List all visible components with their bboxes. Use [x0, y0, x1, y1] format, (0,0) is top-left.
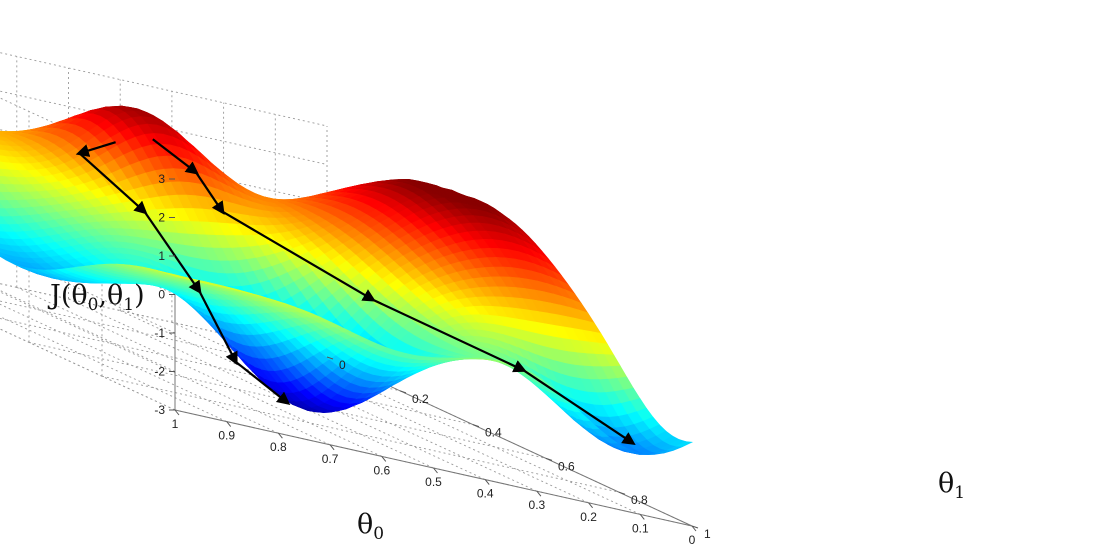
- x-tick-label: 0: [689, 533, 696, 547]
- z-tick-label: 0: [158, 288, 165, 302]
- x-tick-mark: [226, 421, 232, 427]
- descent-step-2: [221, 210, 377, 302]
- x-tick-label: 0.7: [322, 452, 339, 466]
- z-tick-label: -1: [154, 326, 165, 340]
- z-label-text: J(θ0​,θ1​): [47, 280, 145, 315]
- y-tick-mark: [691, 525, 699, 529]
- grid-line: [0, 90, 328, 165]
- descent-step-2: [522, 369, 636, 445]
- z-axis-label: J(θ0​,θ1​): [47, 280, 145, 315]
- y-tick-mark: [472, 424, 480, 428]
- grid-line: [0, 291, 331, 446]
- grid-line: [16, 286, 382, 457]
- x-axis-label: θ0​: [357, 509, 384, 544]
- descent-step-1: [78, 152, 148, 215]
- y-tick-label: 0.6: [558, 459, 575, 473]
- descent-step-1: [75, 141, 116, 157]
- y-tick-mark: [326, 356, 334, 360]
- x-tick-mark: [484, 479, 490, 485]
- y-axis-label: θ1​: [938, 468, 965, 503]
- descent-step-1: [235, 360, 291, 406]
- grid-line: [275, 344, 641, 515]
- x-tick-mark: [588, 502, 593, 509]
- grid-line: [0, 328, 176, 411]
- descent-paths: [75, 138, 636, 445]
- y-label-text: θ1​: [938, 468, 965, 503]
- y-tick-label: 0.4: [485, 426, 502, 440]
- grid-line: [171, 321, 538, 492]
- grid-line: [0, 318, 474, 426]
- x-tick-label: 0.9: [218, 429, 235, 443]
- grid-line: [0, 316, 227, 423]
- y-tick-label: 0.2: [412, 392, 429, 406]
- descent-step-1: [143, 211, 202, 295]
- descent-step-2: [372, 298, 527, 373]
- z-tick-label: 3: [158, 172, 165, 186]
- y-tick-mark: [545, 457, 553, 461]
- x-tick-label: 0.6: [373, 463, 390, 477]
- x-tick-mark: [691, 525, 697, 532]
- x-tick-mark: [278, 432, 283, 439]
- surface-patch: [675, 441, 694, 447]
- descent-step-1: [198, 290, 238, 366]
- x-tick-mark: [381, 456, 387, 462]
- x-tick-label: 0.5: [425, 475, 442, 489]
- x-tick-mark: [329, 444, 335, 451]
- y-tick-label: 0: [339, 358, 346, 372]
- y-tick-label: 1: [704, 527, 711, 541]
- grid-line: [0, 52, 328, 127]
- z-tick-label: 2: [158, 211, 165, 225]
- x-tick-mark: [639, 514, 645, 520]
- x-tick-mark: [433, 467, 438, 474]
- x-tick-label: 0.2: [580, 510, 597, 524]
- x-tick-label: 0.1: [632, 521, 649, 535]
- x-tick-label: 1: [172, 417, 179, 431]
- grid-line: [68, 298, 434, 469]
- y-tick-mark: [618, 491, 626, 495]
- descent-step-2: [152, 138, 200, 175]
- grid-line: [0, 129, 328, 204]
- grid-line: [0, 303, 279, 434]
- descent-step-2: [194, 171, 225, 215]
- x-label-text: θ0​: [357, 509, 384, 544]
- grid-line: [28, 341, 547, 459]
- grid-line: [101, 375, 620, 493]
- x-tick-label: 0.4: [477, 487, 494, 501]
- z-tick-label: -2: [154, 365, 165, 379]
- y-tick-mark: [399, 390, 407, 394]
- cost-surface: [0, 105, 694, 455]
- z-tick-label: -3: [154, 403, 165, 417]
- z-tick-label: 1: [158, 249, 165, 263]
- y-tick-label: 0.8: [631, 493, 648, 507]
- grid-line: [223, 333, 589, 504]
- x-tick-mark: [174, 409, 180, 416]
- tick-labels: -3-2-1012300.10.20.30.40.50.60.70.80.910…: [154, 172, 711, 547]
- x-tick-label: 0.8: [270, 440, 287, 454]
- x-tick-mark: [536, 490, 542, 497]
- x-tick-label: 0.3: [529, 498, 546, 512]
